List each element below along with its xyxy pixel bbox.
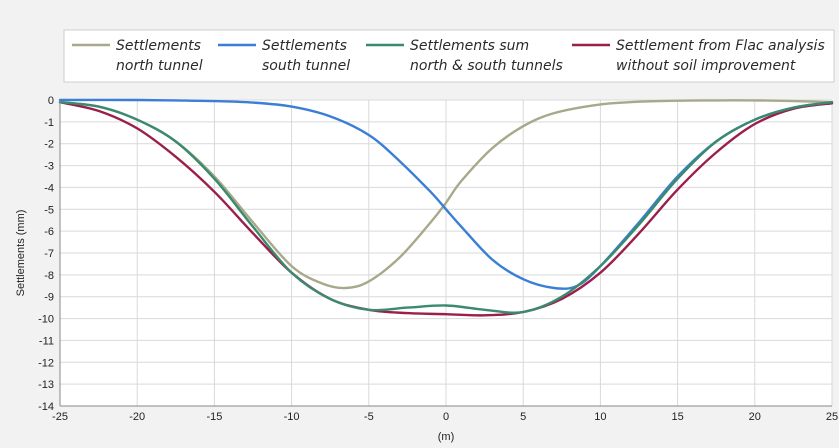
legend-label-1: north tunnel (116, 58, 203, 74)
legend-label-3: north & south tunnels (410, 58, 563, 74)
legend-label-2: south tunnel (262, 58, 350, 74)
x-tick-label: 25 (826, 411, 838, 423)
y-tick-label: -1 (44, 117, 54, 129)
legend-label-4: without soil improvement (616, 58, 796, 74)
x-tick-label: 5 (520, 411, 526, 423)
series-lines (58, 98, 834, 317)
axes (59, 100, 832, 407)
y-tick-label: -5 (44, 204, 54, 216)
legend-box (63, 29, 835, 83)
y-tick-label: -6 (44, 226, 54, 238)
y-tick-labels: 0 -1 -2 -3 -4 -5 -6 -7 -8 -9 -10 -11 -12 -13 -14 (38, 95, 54, 413)
y-tick-label: -14 (38, 401, 54, 413)
legend-label-1: Settlements (116, 38, 201, 54)
series-line-2 (58, 98, 834, 290)
series-line-1 (58, 99, 834, 290)
x-tick-labels: -25 -20 -15 -10 -5 0 5 10 15 20 25 (52, 411, 838, 423)
y-tick-label: -4 (44, 182, 54, 194)
x-tick-label: -25 (52, 411, 68, 423)
legend: Settlements north tunnel Settlements south … (63, 29, 835, 83)
y-tick-label: -11 (39, 335, 54, 347)
legend-label-2: Settlements (262, 38, 347, 54)
legend-label-3: Settlements sum (410, 38, 529, 54)
y-tick-label: -2 (44, 139, 54, 151)
legend-label-4: Settlement from Flac analysis (616, 38, 825, 54)
y-tick-label: -10 (38, 314, 54, 326)
y-tick-label: -12 (38, 357, 54, 369)
y-tick-label: -9 (44, 292, 54, 304)
x-tick-label: 15 (671, 411, 683, 423)
series-line-4 (58, 101, 834, 317)
x-tick-label: 10 (594, 411, 606, 423)
x-tick-label: 20 (749, 411, 761, 423)
series-line-3 (58, 101, 834, 314)
y-tick-label: -13 (38, 379, 54, 391)
y-tick-label: 0 (48, 95, 54, 107)
x-tick-label: 0 (443, 411, 449, 423)
x-tick-label: -5 (364, 411, 374, 423)
x-tick-label: -20 (129, 411, 145, 423)
x-tick-label: -10 (284, 411, 300, 423)
y-axis-label: Settlements (mm) (15, 210, 27, 297)
x-tick-label: -15 (206, 411, 222, 423)
y-tick-label: -7 (44, 248, 54, 260)
y-tick-label: -8 (44, 270, 54, 282)
y-tick-label: -3 (44, 161, 54, 173)
x-axis-label: (m) (438, 431, 455, 443)
gridlines (59, 99, 833, 407)
